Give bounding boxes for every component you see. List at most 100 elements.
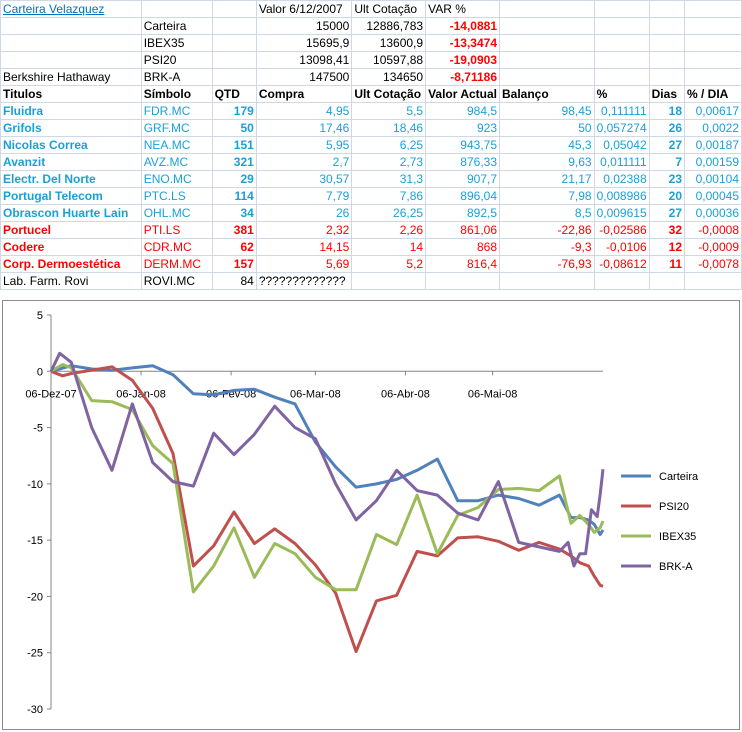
table-cell[interactable]: 14,15 (255, 238, 353, 256)
summary-var[interactable]: -13,3474 (425, 34, 500, 52)
table-cell[interactable]: 2,32 (255, 221, 353, 239)
table-cell[interactable]: 0,00159 (684, 153, 742, 171)
table-cell[interactable]: 21,17 (499, 170, 595, 188)
empty-cell[interactable] (211, 34, 257, 52)
empty-cell[interactable] (593, 51, 650, 69)
empty-cell[interactable] (648, 0, 686, 18)
column-header[interactable]: Valor Actual (425, 85, 500, 103)
table-cell[interactable] (499, 272, 595, 290)
table-cell[interactable]: 26 (255, 204, 353, 222)
table-row[interactable]: Lab. Farm. Rovi ROVI.MC 84????????????? (0, 272, 742, 290)
table-cell[interactable]: 8,5 (499, 204, 595, 222)
table-cell[interactable]: 20 (648, 187, 686, 205)
table-cell[interactable]: 179 (211, 102, 257, 120)
table-cell[interactable]: 896,04 (425, 187, 500, 205)
table-row[interactable]: Codere CDR.MC 62 14,15 14 868 -9,3 -0,0106 12 -0,… (0, 238, 742, 256)
table-cell[interactable]: Codere (0, 238, 142, 256)
table-cell[interactable]: 84 (211, 272, 257, 290)
empty-cell[interactable] (684, 51, 742, 69)
header-ult-cotacao[interactable]: Ult Cotação (351, 0, 427, 18)
table-cell[interactable]: 876,33 (425, 153, 500, 171)
summary-label[interactable]: Berkshire Hathaway (0, 68, 142, 86)
summary-last-value[interactable]: 134650 (351, 68, 427, 86)
table-cell[interactable]: 907,7 (425, 170, 500, 188)
table-cell[interactable]: NEA.MC (140, 136, 213, 154)
table-cell[interactable]: Avanzit (0, 153, 142, 171)
table-cell[interactable]: 157 (211, 255, 257, 273)
table-cell[interactable]: ROVI.MC (140, 272, 213, 290)
empty-cell[interactable] (593, 68, 650, 86)
table-cell[interactable]: 2,26 (351, 221, 427, 239)
table-cell[interactable]: -0,02586 (593, 221, 650, 239)
table-cell[interactable]: 62 (211, 238, 257, 256)
table-cell[interactable]: PTC.LS (140, 187, 213, 205)
table-cell[interactable]: 0,008986 (593, 187, 650, 205)
table-cell[interactable]: 7,79 (255, 187, 353, 205)
table-cell[interactable]: DERM.MC (140, 255, 213, 273)
table-cell[interactable] (425, 272, 500, 290)
table-cell[interactable]: Portucel (0, 221, 142, 239)
table-cell[interactable]: 0,02388 (593, 170, 650, 188)
empty-cell[interactable] (684, 68, 742, 86)
table-cell[interactable]: -0,08612 (593, 255, 650, 273)
table-row[interactable]: Grifols GRF.MC 50 17,46 18,46 923 50 0,057274 26… (0, 119, 742, 137)
table-cell[interactable]: 7,86 (351, 187, 427, 205)
table-cell[interactable]: 923 (425, 119, 500, 137)
table-cell[interactable]: Corp. Dermoestética (0, 255, 142, 273)
table-row[interactable]: Nicolas Correa NEA.MC 151 5,95 6,25 943,75 45,… (0, 136, 742, 154)
table-cell[interactable]: 31,3 (351, 170, 427, 188)
table-cell[interactable]: 26 (648, 119, 686, 137)
summary-symbol[interactable]: PSI20 (140, 51, 213, 69)
table-cell[interactable]: 17,46 (255, 119, 353, 137)
table-cell[interactable]: 27 (648, 136, 686, 154)
column-header[interactable]: Titulos (0, 85, 142, 103)
table-cell[interactable]: -0,0106 (593, 238, 650, 256)
column-header[interactable]: QTD (211, 85, 257, 103)
summary-initial-value[interactable]: 13098,41 (255, 51, 353, 69)
chart-area[interactable]: 5 0 -5 -10 -15 -20 -25 -30 06-Dez-07 06-Jan-08 06… (2, 300, 740, 730)
table-cell[interactable]: 18 (648, 102, 686, 120)
empty-cell[interactable] (593, 0, 650, 18)
table-cell[interactable]: Obrascon Huarte Lain (0, 204, 142, 222)
summary-var[interactable]: -19,0903 (425, 51, 500, 69)
empty-cell[interactable] (684, 17, 742, 35)
empty-cell[interactable] (211, 0, 257, 18)
empty-cell[interactable] (140, 0, 213, 18)
table-cell[interactable]: 34 (211, 204, 257, 222)
empty-cell[interactable] (499, 51, 595, 69)
summary-last-value[interactable]: 13600,9 (351, 34, 427, 52)
table-cell[interactable]: 816,4 (425, 255, 500, 273)
table-row[interactable]: Electr. Del Norte ENO.MC 29 30,57 31,3 907,7 2… (0, 170, 742, 188)
table-cell[interactable] (351, 272, 427, 290)
table-cell[interactable]: 27 (648, 204, 686, 222)
portfolio-title-link[interactable]: Carteira Velazquez (3, 2, 105, 16)
table-cell[interactable]: CDR.MC (140, 238, 213, 256)
table-cell[interactable]: 4,95 (255, 102, 353, 120)
table-cell[interactable]: 0,00617 (684, 102, 742, 120)
table-cell[interactable]: 23 (648, 170, 686, 188)
table-cell[interactable]: 29 (211, 170, 257, 188)
table-cell[interactable]: 18,46 (351, 119, 427, 137)
table-cell[interactable]: 26,25 (351, 204, 427, 222)
empty-cell[interactable] (593, 34, 650, 52)
empty-cell[interactable] (499, 34, 595, 52)
table-cell[interactable] (648, 272, 686, 290)
table-cell[interactable]: 50 (499, 119, 595, 137)
table-cell[interactable]: 0,009615 (593, 204, 650, 222)
table-row[interactable]: Portugal Telecom PTC.LS 114 7,79 7,86 896,04 7… (0, 187, 742, 205)
table-cell[interactable]: 984,5 (425, 102, 500, 120)
table-cell[interactable]: 0,00036 (684, 204, 742, 222)
empty-cell[interactable] (648, 17, 686, 35)
summary-label[interactable] (0, 34, 142, 52)
table-cell[interactable]: 6,25 (351, 136, 427, 154)
table-cell[interactable]: 381 (211, 221, 257, 239)
summary-symbol[interactable]: Carteira (140, 17, 213, 35)
summary-symbol[interactable]: BRK-A (140, 68, 213, 86)
summary-initial-value[interactable]: 15695,9 (255, 34, 353, 52)
column-header[interactable]: Dias (648, 85, 686, 103)
empty-cell[interactable] (648, 51, 686, 69)
table-cell[interactable]: 0,057274 (593, 119, 650, 137)
summary-last-value[interactable]: 12886,783 (351, 17, 427, 35)
table-cell[interactable]: -0,0009 (684, 238, 742, 256)
table-cell[interactable]: 2,73 (351, 153, 427, 171)
